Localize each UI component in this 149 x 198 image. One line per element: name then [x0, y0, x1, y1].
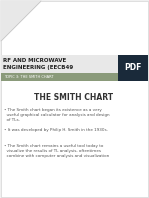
FancyBboxPatch shape [1, 1, 148, 197]
Text: • The Smith chart remains a useful tool today to
  visualize the results of TL a: • The Smith chart remains a useful tool … [4, 144, 109, 158]
Text: THE SMITH CHART: THE SMITH CHART [34, 93, 114, 103]
Text: TOPIC 3: THE SMITH CHART: TOPIC 3: THE SMITH CHART [4, 75, 53, 79]
Text: PDF: PDF [124, 64, 142, 72]
Text: RF AND MICROWAVE
ENGINEERING (EECB49: RF AND MICROWAVE ENGINEERING (EECB49 [3, 58, 73, 70]
Polygon shape [1, 1, 41, 41]
FancyBboxPatch shape [1, 73, 118, 81]
FancyBboxPatch shape [118, 55, 148, 81]
Text: • The Smith chart began its existence as a very
  useful graphical calculator fo: • The Smith chart began its existence as… [4, 108, 110, 122]
Text: • It was developed by Philip H. Smith in the 1930s.: • It was developed by Philip H. Smith in… [4, 128, 108, 132]
FancyBboxPatch shape [1, 55, 148, 73]
